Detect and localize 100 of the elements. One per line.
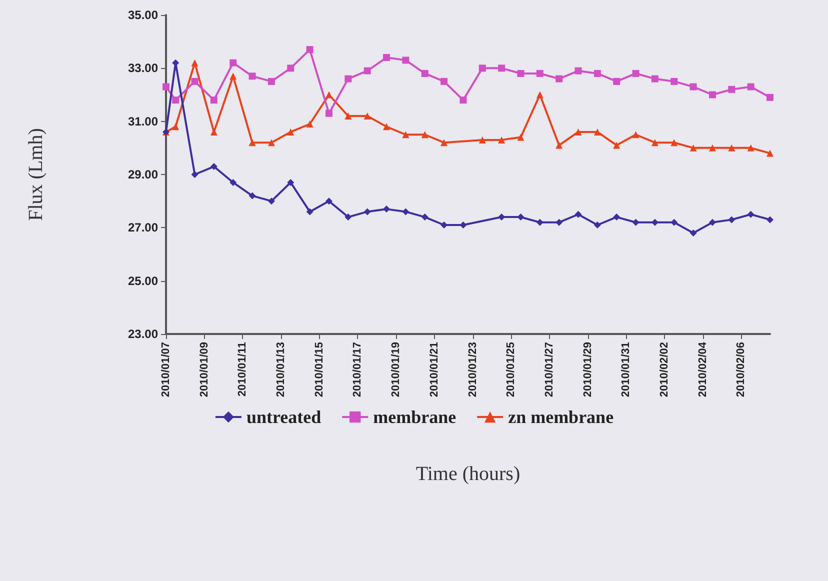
point — [325, 91, 332, 98]
point — [651, 139, 658, 146]
x-axis-title: Time (hours) — [416, 463, 520, 485]
x-tick-label: 2010/01/29 — [582, 342, 594, 398]
point — [728, 144, 736, 152]
point — [536, 91, 544, 98]
x-tick-label: 2010/01/17 — [352, 342, 364, 398]
point — [287, 178, 294, 186]
y-tick-label: 23.00 — [128, 327, 158, 341]
legend-label: membrane — [373, 407, 456, 427]
point — [344, 112, 352, 120]
point — [383, 54, 390, 62]
point — [248, 139, 256, 146]
point — [306, 120, 314, 128]
x-tick-label: 2010/01/13 — [275, 342, 288, 398]
point — [172, 96, 180, 104]
point — [344, 75, 352, 82]
y-axis-title: Flux (Lmh) — [25, 128, 47, 221]
point — [613, 214, 620, 221]
y-tick-label: 25.00 — [128, 274, 158, 288]
point — [325, 110, 332, 117]
x-tick-label: 2010/01/27 — [543, 342, 556, 398]
point — [498, 64, 506, 72]
y-tick-label: 31.00 — [128, 114, 158, 128]
x-tick-label: 2010/01/09 — [198, 342, 210, 398]
legend-label: untreated — [246, 407, 322, 427]
point — [517, 70, 524, 77]
x-tick-label: 2010/01/19 — [390, 342, 402, 398]
point — [536, 218, 544, 226]
x-tick-label: 2010/01/15 — [313, 342, 326, 398]
point — [402, 56, 410, 64]
point — [421, 131, 428, 138]
point — [766, 94, 774, 101]
point — [248, 192, 256, 200]
point — [268, 78, 275, 85]
point — [440, 78, 448, 85]
point — [556, 142, 563, 149]
point — [556, 218, 563, 226]
point — [651, 218, 658, 226]
point — [651, 75, 658, 82]
point — [421, 214, 428, 221]
point — [402, 131, 410, 138]
x-tick-label: 2010/01/11 — [236, 342, 249, 396]
point — [613, 142, 620, 149]
point — [517, 214, 524, 221]
point — [383, 123, 390, 130]
x-tick-label: 2010/02/04 — [696, 341, 709, 398]
x-tick-label: 2010/01/21 — [428, 342, 440, 398]
point — [230, 59, 237, 66]
point — [594, 70, 601, 77]
point — [690, 229, 697, 236]
point — [383, 206, 390, 213]
point — [632, 218, 640, 226]
point — [325, 198, 332, 205]
point — [191, 78, 198, 85]
point — [162, 83, 170, 90]
x-tick-label: 2010/01/07 — [160, 342, 172, 398]
point — [728, 216, 736, 224]
point — [344, 214, 352, 221]
point — [517, 134, 524, 141]
point — [364, 67, 371, 74]
point — [690, 144, 697, 152]
point — [708, 144, 716, 152]
y-tick-label: 27.00 — [128, 220, 158, 235]
point — [766, 216, 774, 224]
point — [421, 70, 428, 77]
point — [708, 91, 716, 98]
point — [670, 78, 678, 85]
point — [210, 96, 218, 104]
point — [613, 78, 620, 85]
point — [574, 210, 582, 218]
x-tick-label: 2010/02/02 — [658, 342, 671, 398]
point — [670, 139, 678, 146]
point — [766, 150, 774, 157]
point — [248, 72, 256, 80]
point — [402, 208, 410, 216]
point — [287, 128, 294, 136]
point — [460, 222, 467, 229]
point — [287, 64, 294, 72]
x-tick-label: 2010/01/31 — [620, 342, 632, 398]
y-tick-label: 29.00 — [128, 168, 158, 182]
point — [230, 178, 237, 186]
point — [670, 218, 678, 226]
y-tick-label: 33.00 — [128, 61, 158, 76]
point — [478, 136, 486, 144]
point — [268, 139, 275, 146]
y-tick-label: 35.00 — [128, 8, 158, 22]
point — [230, 72, 237, 80]
point — [632, 70, 640, 77]
point — [708, 218, 716, 226]
point — [594, 128, 601, 136]
point — [210, 163, 218, 170]
point — [268, 198, 275, 205]
point — [364, 208, 371, 216]
point — [747, 210, 754, 218]
x-tick-label: 2010/01/23 — [466, 342, 479, 398]
point — [728, 86, 736, 93]
point — [306, 46, 314, 54]
point — [191, 171, 198, 178]
point — [460, 96, 467, 104]
